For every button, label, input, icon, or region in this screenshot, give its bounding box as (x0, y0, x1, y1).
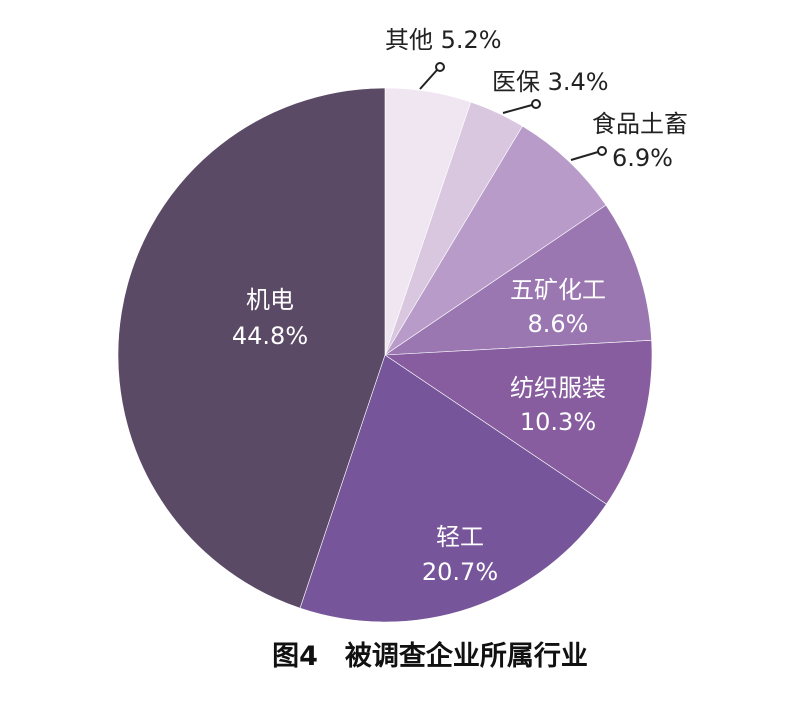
label-light-industry-value: 20.7% (422, 558, 498, 586)
label-textile-name: 纺织服装 (510, 374, 606, 402)
pie-slice-5 (299, 354, 607, 623)
label-medical: 医保 3.4% (492, 68, 609, 96)
label-light-industry-name: 轻工 (436, 523, 484, 551)
pie-slices (117, 87, 653, 623)
leader-line-other (419, 69, 438, 90)
figure-caption: 图4 被调查企业所属行业 (272, 640, 588, 672)
leader-dot-food (597, 146, 607, 156)
leader-line-medical (502, 104, 533, 114)
leader-dot-other (435, 62, 445, 72)
label-minerals-value: 8.6% (528, 310, 589, 338)
label-food-value: 6.9% (612, 144, 673, 172)
label-electromech-name: 机电 (246, 286, 294, 314)
label-food-name: 食品土畜 (592, 110, 688, 138)
pie-slice-2 (384, 125, 607, 356)
label-electromech-value: 44.8% (232, 322, 308, 350)
label-textile-value: 10.3% (520, 408, 596, 436)
label-other: 其他 5.2% (385, 26, 502, 54)
leader-dot-medical (531, 99, 541, 109)
pie-slice-6 (117, 87, 386, 609)
pie-slice-3 (383, 204, 652, 356)
pie-slice-4 (384, 339, 653, 505)
label-minerals-name: 五矿化工 (510, 276, 606, 304)
leader-line-food (570, 151, 599, 161)
